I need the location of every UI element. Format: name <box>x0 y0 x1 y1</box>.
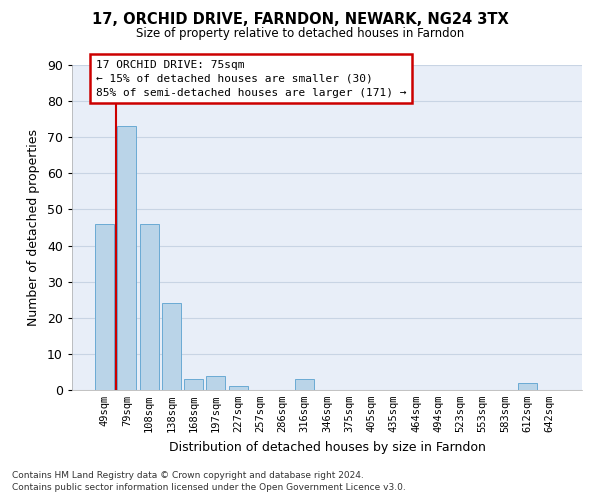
Bar <box>295 379 314 390</box>
Bar <box>118 126 136 390</box>
X-axis label: Distribution of detached houses by size in Farndon: Distribution of detached houses by size … <box>169 440 485 454</box>
Text: Contains HM Land Registry data © Crown copyright and database right 2024.: Contains HM Land Registry data © Crown c… <box>12 471 364 480</box>
Text: Size of property relative to detached houses in Farndon: Size of property relative to detached ho… <box>136 28 464 40</box>
Bar <box>518 383 536 390</box>
Bar <box>140 224 158 390</box>
Text: 17 ORCHID DRIVE: 75sqm
← 15% of detached houses are smaller (30)
85% of semi-det: 17 ORCHID DRIVE: 75sqm ← 15% of detached… <box>96 60 406 98</box>
Y-axis label: Number of detached properties: Number of detached properties <box>27 129 40 326</box>
Text: 17, ORCHID DRIVE, FARNDON, NEWARK, NG24 3TX: 17, ORCHID DRIVE, FARNDON, NEWARK, NG24 … <box>92 12 508 28</box>
Bar <box>184 379 203 390</box>
Bar <box>206 376 225 390</box>
Text: Contains public sector information licensed under the Open Government Licence v3: Contains public sector information licen… <box>12 484 406 492</box>
Bar <box>229 386 248 390</box>
Bar <box>95 224 114 390</box>
Bar <box>162 304 181 390</box>
